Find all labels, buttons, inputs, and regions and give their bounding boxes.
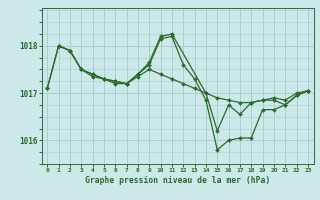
- X-axis label: Graphe pression niveau de la mer (hPa): Graphe pression niveau de la mer (hPa): [85, 176, 270, 185]
